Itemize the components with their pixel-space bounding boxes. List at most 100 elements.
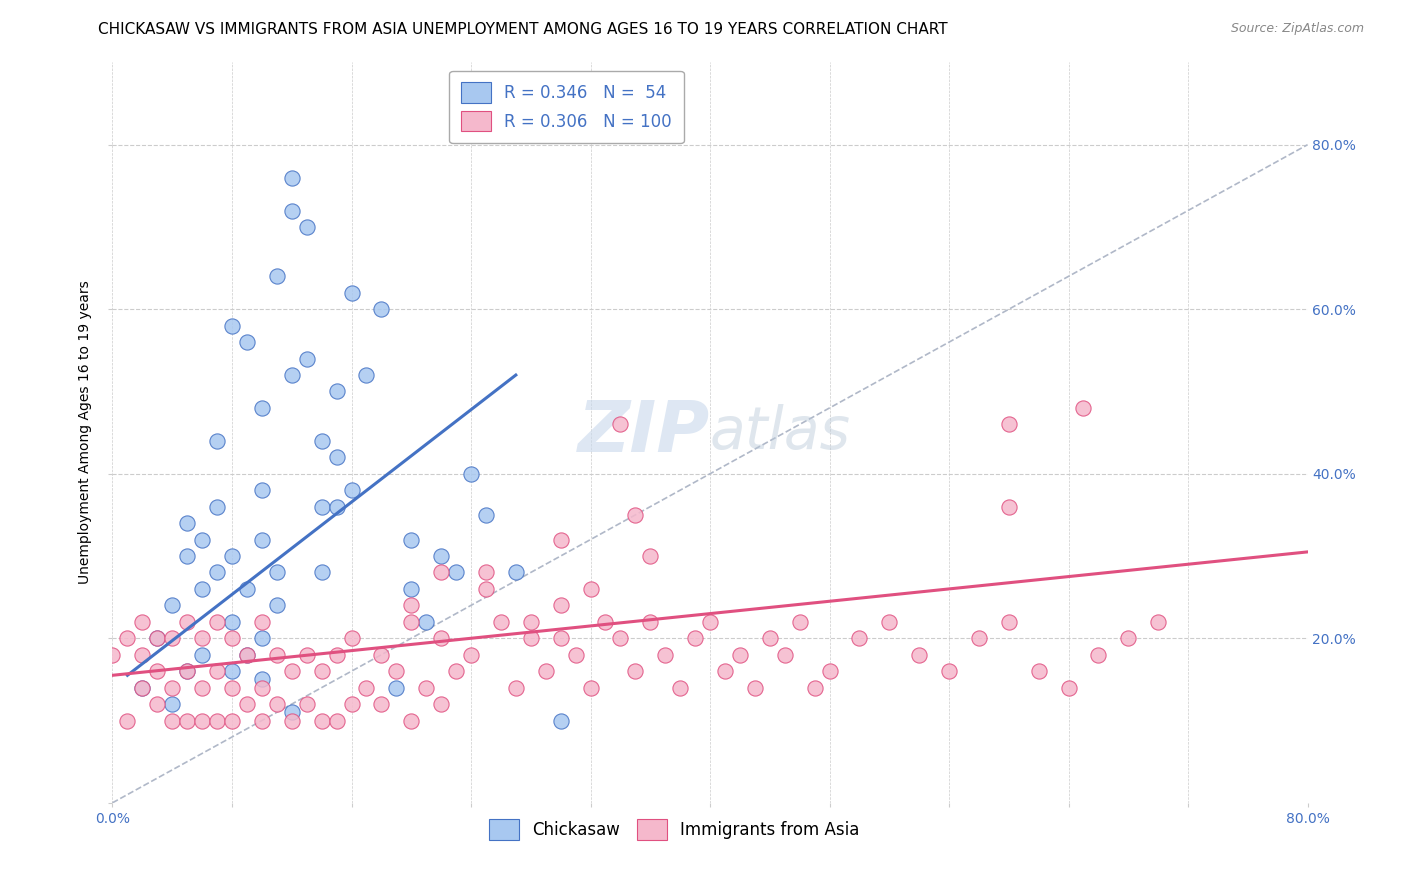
Point: [370, 648, 392, 662]
Point: [640, 615, 662, 629]
Point: [205, 500, 228, 514]
Point: [205, 615, 228, 629]
Point: [295, 697, 318, 711]
Point: [191, 714, 214, 728]
Point: [250, 681, 273, 695]
Point: [998, 615, 1021, 629]
Point: [281, 664, 304, 678]
Point: [818, 664, 841, 678]
Point: [579, 582, 602, 596]
Point: [444, 664, 467, 678]
Point: [1073, 401, 1095, 415]
Point: [131, 615, 153, 629]
Point: [640, 549, 662, 563]
Point: [281, 203, 304, 218]
Point: [505, 566, 527, 580]
Point: [266, 648, 288, 662]
Point: [938, 664, 960, 678]
Point: [131, 648, 153, 662]
Point: [146, 664, 169, 678]
Point: [579, 681, 602, 695]
Point: [401, 714, 423, 728]
Point: [609, 417, 631, 432]
Point: [101, 648, 124, 662]
Point: [475, 566, 498, 580]
Point: [311, 566, 333, 580]
Point: [221, 318, 243, 333]
Point: [460, 467, 482, 481]
Point: [162, 632, 183, 646]
Point: [1147, 615, 1170, 629]
Point: [236, 335, 259, 350]
Point: [325, 450, 347, 465]
Point: [176, 664, 198, 678]
Point: [295, 219, 318, 234]
Point: [520, 615, 543, 629]
Point: [475, 508, 498, 522]
Point: [162, 681, 183, 695]
Point: [176, 615, 198, 629]
Point: [460, 648, 482, 662]
Point: [325, 384, 347, 399]
Point: [250, 673, 273, 687]
Point: [205, 664, 228, 678]
Point: [205, 434, 228, 448]
Point: [624, 664, 647, 678]
Point: [236, 648, 259, 662]
Point: [714, 664, 737, 678]
Point: [311, 664, 333, 678]
Point: [669, 681, 692, 695]
Point: [131, 681, 153, 695]
Point: [340, 632, 363, 646]
Point: [266, 697, 288, 711]
Point: [370, 302, 392, 317]
Point: [250, 615, 273, 629]
Point: [117, 632, 139, 646]
Point: [205, 566, 228, 580]
Point: [221, 664, 243, 678]
Point: [191, 681, 214, 695]
Point: [356, 368, 378, 382]
Point: [146, 632, 169, 646]
Point: [848, 632, 870, 646]
Point: [311, 714, 333, 728]
Point: [281, 706, 304, 720]
Point: [1087, 648, 1109, 662]
Point: [250, 401, 273, 415]
Point: [908, 648, 931, 662]
Point: [325, 500, 347, 514]
Point: [475, 582, 498, 596]
Point: [356, 681, 378, 695]
Point: [250, 714, 273, 728]
Point: [654, 648, 676, 662]
Point: [250, 533, 273, 547]
Point: [236, 697, 259, 711]
Point: [624, 508, 647, 522]
Point: [879, 615, 901, 629]
Legend: Chickasaw, Immigrants from Asia: Chickasaw, Immigrants from Asia: [482, 813, 866, 847]
Text: atlas: atlas: [710, 404, 851, 461]
Point: [401, 533, 423, 547]
Point: [550, 714, 572, 728]
Point: [281, 368, 304, 382]
Point: [281, 170, 304, 185]
Point: [520, 632, 543, 646]
Point: [236, 648, 259, 662]
Point: [385, 664, 408, 678]
Point: [1057, 681, 1080, 695]
Point: [1118, 632, 1140, 646]
Point: [146, 697, 169, 711]
Point: [998, 417, 1021, 432]
Point: [191, 648, 214, 662]
Point: [325, 648, 347, 662]
Point: [534, 664, 557, 678]
Point: [550, 632, 572, 646]
Point: [998, 500, 1021, 514]
Point: [759, 632, 782, 646]
Point: [489, 615, 512, 629]
Point: [385, 681, 408, 695]
Point: [564, 648, 586, 662]
Point: [340, 285, 363, 300]
Text: Source: ZipAtlas.com: Source: ZipAtlas.com: [1230, 22, 1364, 36]
Point: [250, 483, 273, 498]
